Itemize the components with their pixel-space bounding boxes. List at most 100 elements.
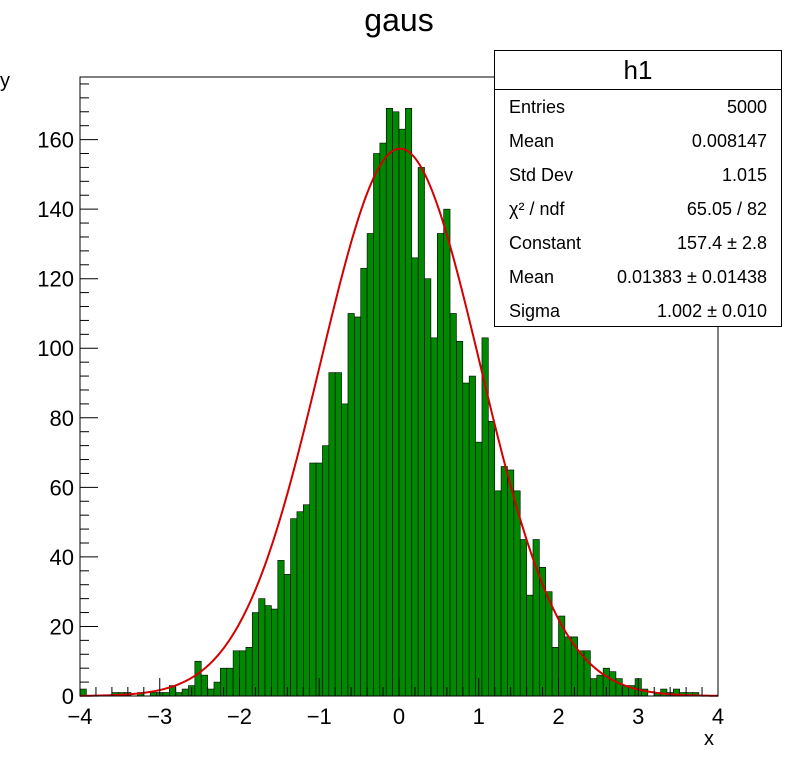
x-tick-label: 4 (712, 704, 724, 729)
stats-value: 65.05 / 82 (686, 199, 767, 219)
stats-value: 1.015 (721, 165, 767, 185)
stats-key: Mean (509, 131, 555, 151)
histogram-bar (175, 692, 183, 697)
y-tick-label: 160 (37, 128, 74, 153)
x-tick-label: 0 (393, 704, 405, 729)
histogram-bar (283, 573, 291, 697)
stats-value: 157.4 ± 2.8 (677, 233, 767, 253)
x-tick-label: 3 (632, 704, 644, 729)
histogram-bar (328, 372, 336, 697)
histogram-bar (366, 233, 374, 697)
histogram-bar (200, 674, 208, 697)
histogram-bar (194, 660, 202, 697)
y-tick-label: 20 (50, 614, 74, 639)
histogram-bar (436, 233, 444, 697)
stats-row-fit-mean: Mean 0.01383 ± 0.01438 (509, 260, 767, 294)
x-tick-labels: −4 −3 −2 −1 0 1 2 3 4 (67, 704, 724, 729)
histogram-bar (564, 636, 572, 697)
histogram-bar (430, 337, 438, 697)
histogram-bars (79, 107, 700, 697)
histogram-bar (609, 671, 617, 697)
histogram-bar (290, 518, 298, 697)
stats-value: 1.002 ± 0.010 (657, 301, 767, 321)
histogram-bar (334, 372, 342, 697)
stats-key: χ² / ndf (509, 199, 565, 219)
histogram-bar (526, 594, 534, 697)
x-tick-label: 2 (552, 704, 564, 729)
histogram-bar (468, 375, 476, 697)
chart-title: gaus (364, 2, 434, 38)
histogram-bar (392, 111, 400, 697)
histogram-bar (590, 678, 598, 697)
x-tick-label: −2 (227, 704, 252, 729)
y-tick-label: 40 (50, 545, 74, 570)
histogram-bar (264, 605, 272, 697)
histogram-bar (494, 490, 502, 697)
histogram-bar (232, 650, 240, 697)
histogram-bar (347, 313, 355, 697)
histogram-bar (596, 674, 604, 697)
histogram-bar (513, 490, 521, 697)
x-tick-label: −1 (307, 704, 332, 729)
histogram-bar (488, 420, 496, 697)
histogram-bar (551, 647, 559, 697)
histogram-bar (341, 403, 349, 697)
histogram-bar (424, 278, 432, 697)
histogram-bar (385, 107, 393, 697)
stats-key: Constant (509, 233, 582, 253)
histogram-bar (315, 462, 323, 697)
y-tick-label: 80 (50, 406, 74, 431)
histogram-bar (379, 142, 387, 697)
histogram-bar (456, 340, 464, 697)
histogram-bar (398, 128, 406, 697)
stats-row-constant: Constant 157.4 ± 2.8 (509, 226, 767, 260)
stats-row-chi2: χ² / ndf 65.05 / 82 (509, 192, 767, 226)
stats-value: 0.008147 (691, 131, 767, 151)
y-tick-label: 100 (37, 336, 74, 361)
stats-key: Std Dev (509, 165, 574, 185)
stats-row-stddev: Std Dev 1.015 (509, 158, 767, 192)
stats-row-sigma: Sigma 1.002 ± 0.010 (509, 294, 767, 328)
stats-box: h1 Entries 5000 Mean 0.008147 Std Dev 1.… (494, 50, 782, 327)
histogram-bar (271, 608, 279, 697)
y-tick-label: 140 (37, 197, 74, 222)
stats-row-mean: Mean 0.008147 (509, 124, 767, 158)
histogram-bar (277, 560, 285, 697)
gaussian-fit-curve (79, 147, 719, 697)
histogram-bar (245, 647, 253, 697)
x-axis-label: x (704, 728, 714, 750)
histogram-bar (449, 313, 457, 697)
histogram-bar (411, 257, 419, 697)
y-axis-label: y (0, 70, 10, 92)
stats-value: 5000 (726, 97, 767, 117)
histogram-bar (258, 598, 266, 697)
histogram-bar (207, 688, 215, 697)
histogram-bar (181, 688, 189, 697)
x-tick-label: −3 (147, 704, 172, 729)
axis-ticks (79, 83, 719, 697)
histogram-bar (296, 511, 304, 697)
y-tick-labels: 0 20 40 60 80 100 120 140 160 (37, 128, 74, 709)
stats-row-entries: Entries 5000 (509, 90, 767, 124)
histogram-bar (213, 681, 221, 697)
histogram-bar (519, 539, 527, 697)
histogram-bar (443, 208, 451, 697)
histogram-bar (162, 692, 170, 697)
histogram-bar (500, 466, 508, 697)
histogram-bar (405, 107, 413, 697)
histogram-bar (507, 469, 515, 697)
stats-title: h1 (495, 51, 781, 90)
y-tick-label: 60 (50, 475, 74, 500)
y-tick-label: 0 (62, 684, 74, 709)
histogram-bar (360, 267, 368, 697)
stats-key: Sigma (509, 301, 561, 321)
stats-value: 0.01383 ± 0.01438 (616, 267, 767, 287)
histogram-bar (373, 153, 381, 697)
x-tick-label: −4 (67, 704, 92, 729)
histogram-bar (309, 462, 317, 697)
histogram-bar (475, 441, 483, 697)
stats-key: Entries (509, 97, 566, 117)
histogram-bar (226, 667, 234, 697)
histogram-bar (545, 591, 553, 697)
